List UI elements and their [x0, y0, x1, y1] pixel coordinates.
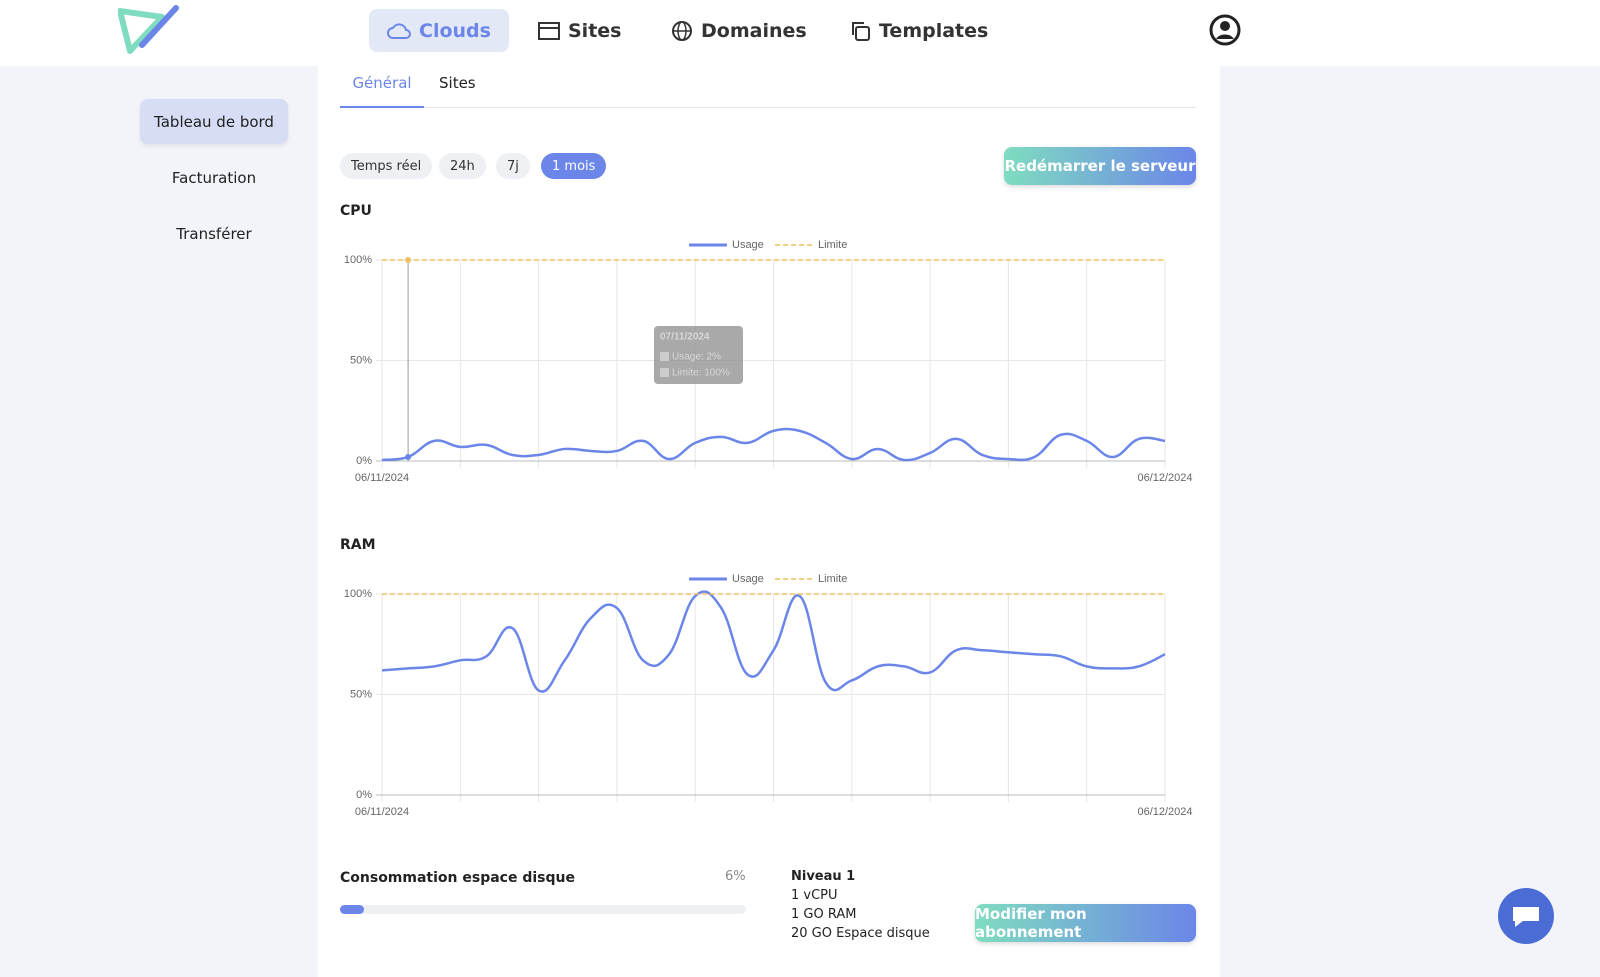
x-tick-label: 06/11/2024	[355, 472, 409, 484]
y-tick-label: 50%	[350, 354, 372, 366]
tooltip-swatch	[660, 352, 669, 361]
series-line	[381, 427, 1166, 462]
nav-sites[interactable]: Sites	[520, 9, 639, 52]
nav-label: Sites	[568, 19, 622, 42]
logo[interactable]	[118, 5, 180, 55]
chart-title: RAM	[340, 537, 376, 553]
sidebar-item[interactable]: Transférer	[176, 224, 252, 243]
y-tick-label: 50%	[350, 688, 372, 700]
range-button[interactable]: 24h	[439, 153, 486, 179]
legend-label: Limite	[818, 573, 847, 585]
cpu-chart: 0% 50% 100% 06/11/2024 06/12/2024 Usage Limite…	[344, 239, 1193, 484]
window-icon	[538, 21, 560, 40]
ram-chart: 0% 50% 100% 06/11/2024 06/12/2024 Usage Limite	[344, 573, 1193, 818]
disk-percent: 6%	[725, 869, 746, 884]
disk-label: Consommation espace disque	[340, 870, 575, 886]
nav-label: Clouds	[419, 19, 491, 42]
tooltip-line: Usage: 2%	[672, 352, 721, 363]
hover-dot	[405, 257, 412, 263]
nav-domaines[interactable]: Domaines	[653, 9, 825, 52]
legend-label: Usage	[732, 239, 764, 251]
legend-label: Limite	[818, 239, 847, 251]
tab-divider	[340, 107, 1196, 108]
plan-name: Niveau 1	[791, 869, 856, 884]
y-tick-label: 0%	[356, 789, 372, 801]
x-tick-label: 06/11/2024	[355, 806, 409, 818]
content-card	[318, 66, 1220, 977]
series-line	[381, 590, 1166, 693]
x-tick-label: 06/12/2024	[1137, 472, 1192, 484]
nav-label: Templates	[879, 19, 989, 42]
legend-label: Usage	[732, 573, 764, 585]
sidebar-item[interactable]: Facturation	[171, 168, 257, 187]
tab[interactable]: Général	[340, 74, 424, 108]
nav-clouds[interactable]: Clouds	[369, 9, 509, 52]
hover-dot	[405, 453, 412, 460]
range-button[interactable]: Temps réel	[340, 153, 433, 179]
disk-fill	[340, 905, 365, 914]
cloud-icon	[387, 22, 411, 39]
nav-label: Domaines	[701, 19, 807, 42]
nav-templates[interactable]: Templates	[831, 9, 1006, 52]
y-tick-label: 100%	[344, 588, 372, 600]
chart-title: CPU	[340, 203, 372, 219]
plan-feature: 1 GO RAM	[791, 907, 857, 922]
range-button[interactable]: 7j	[496, 153, 530, 179]
globe-icon	[672, 20, 692, 41]
change-plan-button[interactable]: Modifier mon abonnement	[975, 904, 1196, 942]
plan-feature: 20 GO Espace disque	[791, 926, 930, 941]
disk-track	[340, 905, 746, 914]
plan-feature: 1 vCPU	[791, 888, 838, 903]
user-icon[interactable]	[1209, 14, 1241, 46]
copy-icon	[852, 21, 870, 41]
header: Clouds Sites Domaines Templates	[0, 0, 1600, 66]
tooltip-box	[654, 326, 743, 384]
tooltip-swatch	[660, 368, 669, 377]
restart-button[interactable]: Redémarrer le serveur	[1004, 147, 1196, 185]
chat-button[interactable]	[1497, 887, 1555, 945]
y-tick-label: 0%	[356, 455, 372, 467]
sidebar-item[interactable]: Tableau de bord	[140, 99, 288, 144]
tab[interactable]: Sites	[439, 74, 476, 92]
range-button[interactable]: 1 mois	[541, 153, 607, 179]
y-tick-label: 100%	[344, 254, 372, 266]
tooltip-title: 07/11/2024	[660, 332, 710, 343]
x-tick-label: 06/12/2024	[1137, 806, 1192, 818]
tooltip-line: Limite: 100%	[672, 368, 730, 379]
